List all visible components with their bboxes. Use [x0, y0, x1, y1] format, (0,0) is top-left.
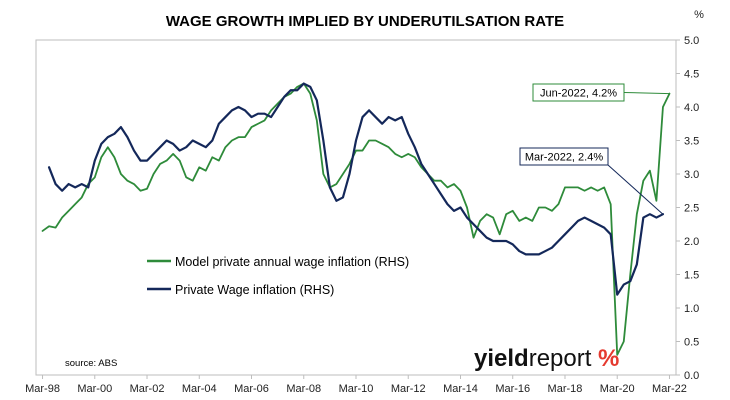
y-tick-label: 1.5: [684, 270, 699, 282]
legend-label-private: Private Wage inflation (RHS): [175, 283, 334, 297]
x-tick-label: Mar-16: [495, 383, 530, 395]
callout-box-mar-2022: [519, 147, 609, 166]
logo-percent-mark: %: [598, 345, 619, 372]
callout-label-jun-2022: Jun-2022, 4.2%: [540, 88, 617, 100]
legend: Model private annual wage inflation (RHS…: [147, 255, 409, 297]
y-tick-label: 1.0: [684, 303, 699, 315]
y-tick-label: 0.5: [684, 337, 699, 349]
y-tick-label: 4.5: [684, 69, 699, 81]
legend-label-model: Model private annual wage inflation (RHS…: [175, 255, 409, 269]
x-tick-label: Mar-02: [130, 383, 165, 395]
callout-leader-mar-2022: [607, 164, 664, 215]
x-tick-label: Mar-08: [286, 383, 321, 395]
series-layer: [41, 82, 671, 356]
yieldreport-logo: yieldreport %: [474, 345, 619, 372]
x-axis: Mar-98 Mar-00 Mar-02 Mar-04 Mar-06 Mar-08 Mar-…: [25, 375, 687, 395]
x-tick-label: Mar-20: [600, 383, 635, 395]
series-line-0: [41, 82, 671, 356]
y-tick-label: 4.0: [684, 102, 699, 114]
x-tick-label: Mar-06: [234, 383, 269, 395]
y-tick-label: 5.0: [684, 35, 699, 47]
y-axis-unit-label: %: [694, 9, 704, 21]
y-axis: 0.0 0.5 1.0 1.5 2.0 2.5 3.0 3.5 4.0 4.5 5.0: [676, 35, 699, 382]
x-tick-label: Mar-98: [25, 383, 60, 395]
x-tick-label: Mar-18: [548, 383, 583, 395]
x-tick-label: Mar-00: [77, 383, 112, 395]
callout-box-jun-2022: [532, 83, 625, 102]
x-tick-label: Mar-10: [339, 383, 374, 395]
y-tick-label: 3.0: [684, 169, 699, 181]
callout-leader-jun-2022: [623, 92, 670, 95]
logo-wordmark: yieldreport: [474, 345, 592, 372]
x-tick-label: Mar-22: [652, 383, 687, 395]
y-tick-label: 3.5: [684, 136, 699, 148]
source-note: source: ABS: [65, 358, 117, 369]
y-tick-label: 2.5: [684, 203, 699, 215]
y-tick-label: 2.0: [684, 236, 699, 248]
callout-label-mar-2022: Mar-2022, 2.4%: [525, 152, 603, 164]
x-tick-label: Mar-12: [391, 383, 426, 395]
callouts: Jun-2022, 4.2% Mar-2022, 2.4%: [519, 83, 670, 215]
chart-title: WAGE GROWTH IMPLIED BY UNDERUTILSATION R…: [166, 13, 564, 30]
x-tick-label: Mar-14: [443, 383, 478, 395]
x-tick-label: Mar-04: [182, 383, 217, 395]
y-tick-label: 0.0: [684, 370, 699, 382]
series-line-1: [47, 82, 665, 296]
